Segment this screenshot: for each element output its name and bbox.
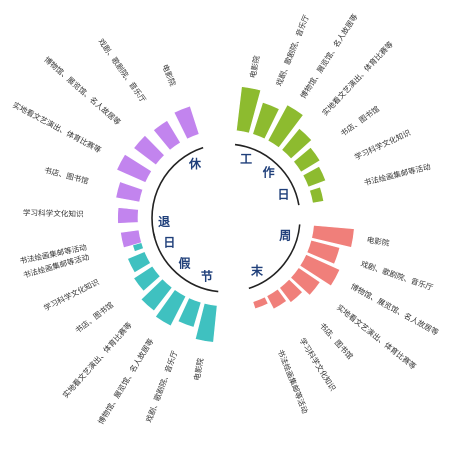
group-title-2-char-1: 周: [279, 229, 291, 243]
group-title-1-char-1: 工: [240, 152, 252, 166]
category-label-4-5: 书店、图书馆: [43, 165, 90, 186]
bar-1-6: [302, 165, 327, 188]
axis-arc-1: [234, 143, 300, 206]
bar-4-3: [133, 134, 165, 166]
bar-1-1: [236, 86, 262, 134]
category-label-2-1: 电影院: [366, 234, 390, 248]
bar-4-1: [173, 105, 200, 140]
category-label-4-2: 戏剧、歌剧院、音乐厅: [96, 36, 148, 104]
bar-2-6: [266, 288, 287, 310]
bar-3-6: [127, 251, 151, 274]
group-title-1-char-3: 日: [277, 187, 289, 201]
bar-4-2: [153, 120, 181, 151]
category-label-4-3: 博物馆、展览馆、名人故居等: [42, 54, 123, 127]
category-label-3-6: 学习科学文化知识: [42, 276, 101, 312]
bar-3-4: [140, 278, 173, 312]
category-label-3-2: 戏剧、歌剧院、音乐厅: [143, 349, 179, 424]
bar-1-3: [267, 104, 304, 149]
category-label-1-7: 书法绘画集邮等活动: [363, 161, 432, 187]
category-label-4-6: 学习科学文化知识: [23, 207, 84, 218]
group-title-3-char-1: 节: [201, 268, 213, 283]
category-label-1-2: 戏剧、歌剧院、音乐厅: [273, 13, 311, 88]
category-label-3-1: 电影院: [191, 357, 205, 382]
bar-marks: [115, 86, 355, 343]
group-title-4-char-1: 退: [158, 215, 170, 229]
category-label-3-5: 书店、图书馆: [73, 299, 116, 335]
category-label-2-5: 书店、图书馆: [318, 320, 356, 361]
bar-4-5: [115, 181, 144, 203]
bar-3-5: [133, 265, 161, 292]
category-label-2-6: 学习科学文化知识: [298, 336, 339, 393]
group-title-3-char-2: 假: [179, 256, 192, 271]
bar-3-2: [177, 297, 202, 328]
category-label-2-7: 书法绘画集邮等活动: [276, 348, 311, 415]
bar-1-2: [252, 102, 280, 140]
group-title-1-char-2: 作: [263, 165, 275, 180]
bar-4-6: [117, 207, 139, 224]
bar-3-1: [194, 302, 218, 343]
bar-2-4: [290, 267, 321, 296]
bar-2-2: [306, 239, 341, 265]
category-label-1-5: 书店、图书馆: [338, 103, 381, 138]
axis-arc-4: [151, 146, 204, 239]
category-label-1-6: 学习科学文化知识: [353, 127, 413, 162]
category-label-2-2: 戏剧、歌剧院、音乐厅: [359, 258, 434, 292]
category-label-1-1: 电影院: [247, 54, 261, 79]
axis-arc-2: [248, 224, 301, 290]
bar-1-5: [293, 146, 321, 173]
category-label-4-4: 实地看文艺演出、体育比赛等: [11, 100, 103, 155]
bar-2-5: [279, 278, 303, 303]
bar-1-7: [309, 186, 325, 204]
bar-4-7: [120, 229, 142, 249]
category-label-4-1: 电影院: [160, 63, 178, 88]
axis-arc-3: [152, 233, 219, 293]
bar-4-4: [116, 153, 152, 183]
bar-3-3: [155, 289, 187, 327]
bar-2-1: [311, 225, 355, 248]
bar-2-7: [252, 296, 269, 310]
group-title-4-char-2: 休: [188, 156, 202, 171]
axis-arcs: [151, 143, 301, 293]
bar-1-4: [281, 128, 313, 160]
category-labels: 电影院 戏剧、歌剧院、音乐厅博物馆、展览馆、名人故居等实地看文艺演出、体育比赛等书…: [11, 11, 441, 426]
group-title-3-char-3: 日: [163, 236, 175, 250]
bar-2-3: [299, 254, 341, 287]
group-title-2-char-2: 末: [251, 263, 264, 278]
